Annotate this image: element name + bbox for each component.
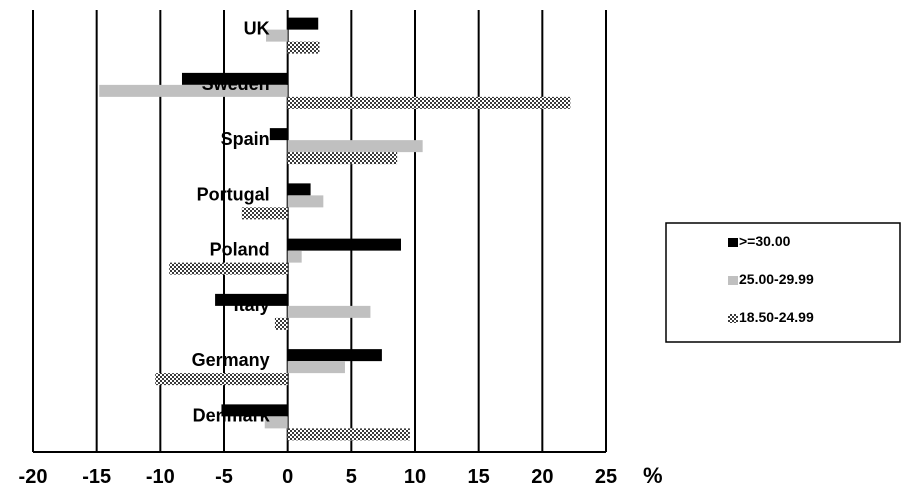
bar-germany-series-1 (287, 361, 345, 374)
x-unit-label: % (643, 463, 663, 488)
bar-germany-series-2 (155, 373, 288, 386)
legend-swatch-2 (728, 314, 738, 323)
bar-spain-series-1 (287, 140, 423, 153)
category-labels: UK Sweden Spain Portugal Poland Italy Germany D… (192, 19, 271, 426)
bar-italy-series-1 (287, 305, 371, 318)
x-tick-label-9: 25 (595, 466, 617, 488)
legend-box (665, 222, 901, 343)
legend: >=30.00 25.00-29.99 18.50-24.99 (665, 222, 901, 343)
category-label-italy: Italy (234, 295, 270, 315)
bars (99, 17, 571, 441)
bar-portugal-series-0 (287, 183, 311, 196)
bar-uk-series-2 (287, 41, 320, 54)
category-label-spain: Spain (221, 129, 270, 149)
bar-portugal-series-1 (287, 195, 324, 208)
bar-poland-series-2 (169, 262, 288, 275)
x-tick-label-4: 0 (282, 466, 293, 488)
x-tick-label-5: 5 (346, 466, 357, 488)
x-tick-label-3: -5 (215, 466, 233, 488)
category-label-germany: Germany (192, 350, 270, 370)
x-tick-label-2: -10 (146, 466, 175, 488)
bar-denmark-series-0 (221, 404, 288, 417)
category-label-poland: Poland (210, 240, 270, 260)
bar-uk-series-1 (266, 29, 288, 42)
bar-germany-series-0 (287, 349, 382, 362)
bar-poland-series-0 (287, 238, 401, 251)
legend-swatch-1 (728, 276, 738, 285)
legend-swatch-0 (728, 238, 738, 247)
bar-sweden-series-2 (287, 96, 571, 109)
bar-italy-series-0 (215, 293, 288, 306)
x-tick-label-7: 15 (468, 466, 490, 488)
bar-italy-series-2 (274, 317, 288, 330)
category-label-portugal: Portugal (197, 184, 270, 204)
x-tick-label-6: 10 (404, 466, 426, 488)
category-label-denmark: Denmark (193, 405, 271, 425)
legend-label-2: 18.50-24.99 (739, 309, 814, 325)
legend-label-1: 25.00-29.99 (739, 271, 814, 287)
legend-label-0: >=30.00 (739, 233, 791, 249)
category-label-sweden: Sweden (202, 74, 270, 94)
category-label-uk: UK (244, 19, 270, 39)
x-tick-label-0: -20 (19, 466, 48, 488)
bar-denmark-series-1 (264, 416, 288, 429)
bar-denmark-series-2 (287, 428, 410, 441)
bar-uk-series-0 (287, 17, 319, 30)
bar-portugal-series-2 (241, 207, 288, 220)
x-tick-label-8: 20 (531, 466, 553, 488)
x-tick-label-1: -15 (82, 466, 111, 488)
bar-spain-series-2 (287, 152, 398, 165)
x-tick-labels: -20 -15 -10 -5 0 5 10 15 20 25 (19, 466, 618, 488)
gridlines (32, 10, 607, 452)
bar-sweden-series-1 (99, 84, 288, 97)
bar-poland-series-1 (287, 250, 302, 263)
bar-spain-series-0 (269, 128, 288, 141)
bar-sweden-series-0 (181, 72, 288, 85)
